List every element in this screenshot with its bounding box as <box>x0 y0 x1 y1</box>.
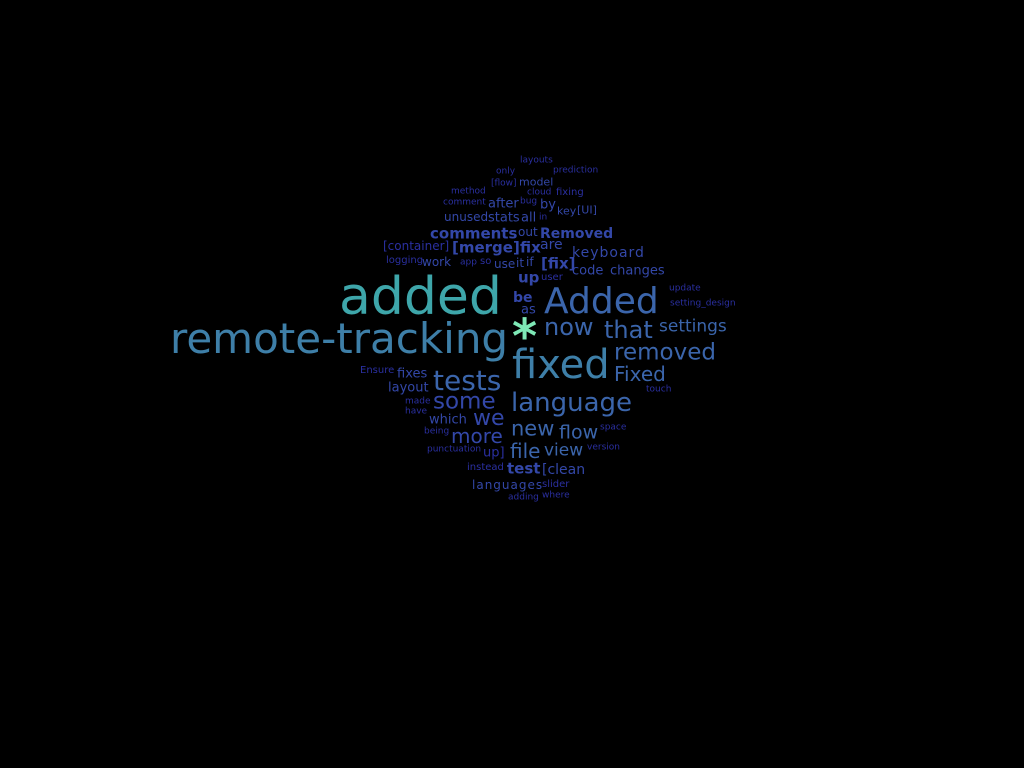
word-asterisk: * <box>512 309 538 365</box>
word-fixed: Fixed <box>614 362 666 386</box>
word-removed: removed <box>614 339 716 366</box>
word-new: new <box>511 416 555 441</box>
word-version: version <box>587 442 620 453</box>
word-fix: [fix] <box>541 254 576 273</box>
word-code: code <box>572 263 604 279</box>
word-work: work <box>422 255 452 269</box>
word-instead: instead <box>467 462 504 473</box>
word-comment: comment <box>443 197 486 208</box>
word-flow: flow <box>559 421 599 444</box>
word-ui: [UI] <box>577 203 597 217</box>
word-up: up <box>518 268 540 287</box>
word-as: as <box>521 302 536 318</box>
word-it: it <box>516 256 525 270</box>
word-only: only <box>496 166 516 177</box>
word-out: out <box>518 225 538 239</box>
word-have: have <box>405 406 428 417</box>
word-languages: languages <box>472 478 544 492</box>
word-test: test <box>507 459 541 478</box>
word-added: Added <box>544 281 659 322</box>
word-update: update <box>669 283 701 294</box>
word-layouts: layouts <box>520 155 553 166</box>
word-up: up] <box>483 445 505 461</box>
word-use: use <box>494 257 516 271</box>
word-flow: [flow] <box>491 178 517 189</box>
word-app: app <box>460 257 477 268</box>
word-file: file <box>510 439 541 463</box>
word-prediction: prediction <box>553 165 599 176</box>
word-being: being <box>424 426 450 437</box>
word-where: where <box>542 490 570 501</box>
word-language: language <box>511 388 633 418</box>
word-in: in <box>539 212 548 223</box>
word-tests: tests <box>433 364 502 397</box>
word-comments: comments <box>430 224 518 243</box>
word-remote-tracking: remote-tracking <box>170 314 509 363</box>
word-changes: changes <box>610 263 665 279</box>
word-added: added <box>339 267 502 327</box>
word-stats: stats <box>488 210 520 226</box>
word-fixes: fixes <box>397 366 428 382</box>
word-we: we <box>473 406 505 431</box>
word-settings: settings <box>659 316 727 337</box>
word-made: made <box>405 396 431 407</box>
word-now: now <box>544 313 594 341</box>
word-ensure: Ensure <box>360 365 395 376</box>
word-method: method <box>451 186 486 197</box>
word-some: some <box>433 388 496 415</box>
word-adding: adding <box>508 492 539 503</box>
word-touch: touch <box>646 384 672 395</box>
word-by: by <box>540 197 556 213</box>
word-which: which <box>429 412 467 428</box>
word-if: if <box>526 255 534 269</box>
word-logging: logging <box>386 255 424 266</box>
word-that: that <box>604 316 653 344</box>
word-key: key <box>557 204 577 218</box>
word-are: are <box>540 237 563 253</box>
word-so: so <box>480 256 492 267</box>
word-model: model <box>519 175 554 189</box>
word-fixing: fixing <box>556 187 584 198</box>
word-merge: [merge] <box>452 238 520 257</box>
word-user: user <box>541 272 563 283</box>
word-layout: layout <box>388 380 429 396</box>
word-fix: fix <box>520 238 541 257</box>
word-more: more <box>451 424 503 448</box>
word-setting-design: setting_design <box>670 298 736 309</box>
word-keyboard: keyboard <box>572 245 645 261</box>
word-all: all <box>521 210 537 226</box>
word-view: view <box>544 440 584 461</box>
word-cloud: cloud <box>527 187 552 198</box>
word-container: [container] <box>383 239 450 253</box>
word-punctuation: punctuation <box>427 444 482 455</box>
word-unused: unused <box>444 210 489 224</box>
word-bug: bug <box>520 196 538 207</box>
word-slider: slider <box>542 479 570 490</box>
word-clean: [clean <box>542 462 586 478</box>
word-removed: Removed <box>540 226 614 242</box>
word-fixed: fixed <box>512 342 610 388</box>
word-space: space <box>600 422 627 433</box>
word-be: be <box>513 290 533 306</box>
word-after: after <box>488 196 519 212</box>
